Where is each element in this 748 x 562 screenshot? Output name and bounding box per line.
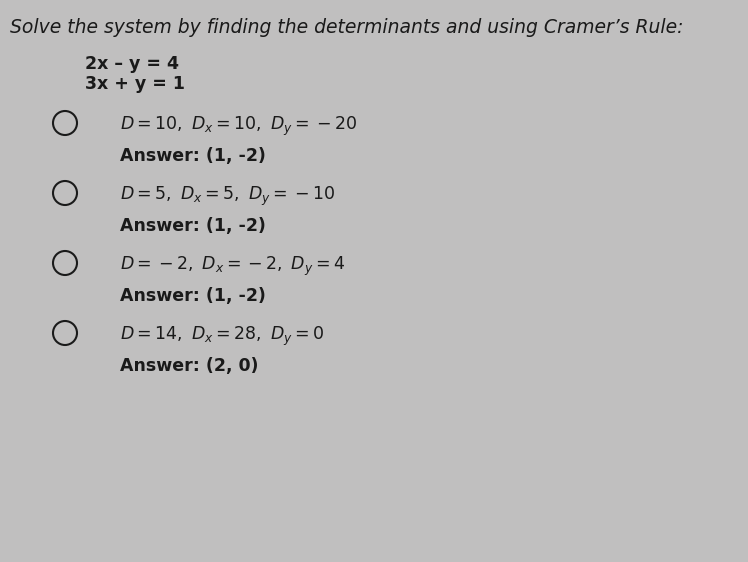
Text: Answer: (1, -2): Answer: (1, -2): [120, 217, 266, 235]
Text: $D = 14,\ D_x = 28,\ D_y = 0$: $D = 14,\ D_x = 28,\ D_y = 0$: [120, 325, 325, 348]
Text: Solve the system by finding the determinants and using Cramer’s Rule:: Solve the system by finding the determin…: [10, 18, 684, 37]
Text: Answer: (1, -2): Answer: (1, -2): [120, 287, 266, 305]
Text: $D = -2,\ D_x = -2,\ D_y = 4$: $D = -2,\ D_x = -2,\ D_y = 4$: [120, 255, 346, 278]
Text: $D = 5,\ D_x = 5,\ D_y = -10$: $D = 5,\ D_x = 5,\ D_y = -10$: [120, 185, 335, 208]
Text: 2x – y = 4: 2x – y = 4: [85, 55, 179, 73]
Text: $D = 10,\ D_x = 10,\ D_y = -20$: $D = 10,\ D_x = 10,\ D_y = -20$: [120, 115, 357, 138]
Text: Answer: (1, -2): Answer: (1, -2): [120, 147, 266, 165]
Text: 3x + y = 1: 3x + y = 1: [85, 75, 185, 93]
Text: Answer: (2, 0): Answer: (2, 0): [120, 357, 259, 375]
